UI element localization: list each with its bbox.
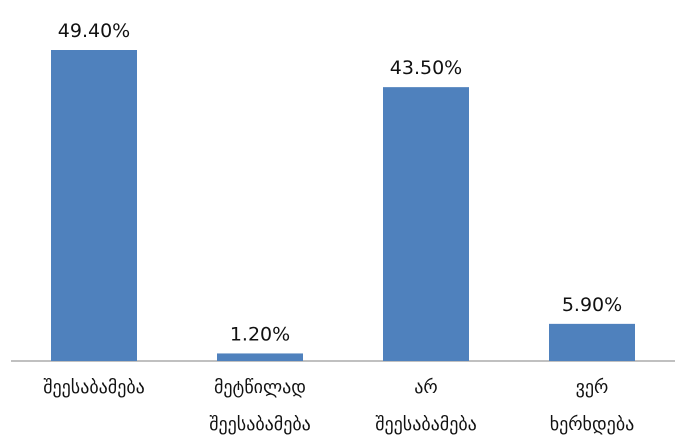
category-label-group: შეესაბამება მეტწილად შეესაბამება არ შეესაბამ…	[43, 377, 634, 435]
category-label-4-line-2: ხერხდება	[550, 414, 635, 435]
value-label-group: 49.40% 1.20% 43.50% 5.90%	[58, 20, 622, 345]
value-label-3: 43.50%	[390, 57, 462, 79]
value-label-1: 49.40%	[58, 20, 130, 42]
bar-2	[217, 353, 303, 361]
category-label-1-line-1: შეესაბამება	[43, 377, 145, 398]
bar-4	[549, 323, 635, 361]
category-label-4-line-1: ვერ	[576, 377, 609, 398]
category-label-2-line-1: მეტწილად	[214, 377, 306, 398]
value-label-2: 1.20%	[230, 323, 290, 345]
category-label-3-line-1: არ	[414, 377, 437, 398]
value-label-4: 5.90%	[562, 294, 622, 316]
category-label-3-line-2: შეესაბამება	[375, 414, 477, 435]
category-label-2-line-2: შეესაბამება	[209, 414, 311, 435]
bar-3	[383, 87, 469, 361]
bar-1	[51, 50, 137, 361]
bar-group	[51, 50, 635, 361]
